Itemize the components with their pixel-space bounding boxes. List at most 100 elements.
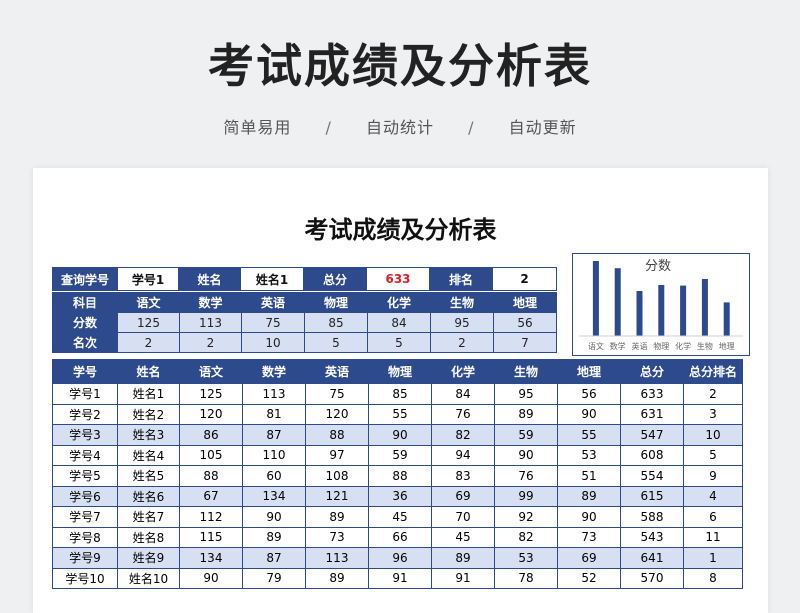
table-cell[interactable]: 53 [494,547,558,569]
table-cell[interactable]: 95 [494,383,558,405]
table-cell[interactable]: 学号4 [52,444,118,466]
table-cell[interactable]: 姓名1 [117,383,180,405]
table-cell[interactable]: 588 [620,506,684,528]
query-id-input[interactable]: 学号1 [117,267,179,291]
table-cell[interactable]: 76 [494,465,558,487]
table-cell[interactable]: 51 [557,465,621,487]
table-cell[interactable]: 学号9 [52,547,118,569]
table-cell[interactable]: 学号2 [52,403,118,425]
table-cell[interactable]: 5 [683,444,743,466]
table-cell[interactable]: 姓名9 [117,547,180,569]
table-cell[interactable]: 学号3 [52,424,118,446]
table-cell[interactable]: 11 [683,526,743,548]
table-cell[interactable]: 88 [368,465,432,487]
table-cell[interactable]: 79 [242,567,306,589]
table-cell[interactable]: 89 [242,526,306,548]
table-cell[interactable]: 120 [179,403,243,425]
table-cell[interactable]: 姓名7 [117,506,180,528]
table-cell[interactable]: 88 [305,424,369,446]
table-cell[interactable]: 82 [431,424,495,446]
table-cell[interactable]: 608 [620,444,684,466]
table-cell[interactable]: 56 [557,383,621,405]
table-cell[interactable]: 59 [494,424,558,446]
table-cell[interactable]: 4 [683,485,743,507]
table-cell[interactable]: 姓名2 [117,403,180,425]
table-cell[interactable]: 姓名4 [117,444,180,466]
table-cell[interactable]: 60 [242,465,306,487]
table-cell[interactable]: 96 [368,547,432,569]
table-cell[interactable]: 89 [305,567,369,589]
table-cell[interactable]: 90 [179,567,243,589]
table-cell[interactable]: 59 [368,444,432,466]
table-cell[interactable]: 90 [557,506,621,528]
table-cell[interactable]: 学号8 [52,526,118,548]
table-cell[interactable]: 89 [494,403,558,425]
table-cell[interactable]: 554 [620,465,684,487]
table-cell[interactable]: 姓名5 [117,465,180,487]
table-cell[interactable]: 67 [179,485,243,507]
table-cell[interactable]: 姓名8 [117,526,180,548]
table-cell[interactable]: 83 [431,465,495,487]
table-cell[interactable]: 76 [431,403,495,425]
table-cell[interactable]: 53 [557,444,621,466]
table-cell[interactable]: 99 [494,485,558,507]
table-cell[interactable]: 85 [368,383,432,405]
table-cell[interactable]: 641 [620,547,684,569]
table-cell[interactable]: 570 [620,567,684,589]
table-cell[interactable]: 88 [179,465,243,487]
table-cell[interactable]: 73 [305,526,369,548]
table-cell[interactable]: 10 [683,424,743,446]
table-cell[interactable]: 86 [179,424,243,446]
table-cell[interactable]: 姓名6 [117,485,180,507]
table-cell[interactable]: 87 [242,547,306,569]
table-cell[interactable]: 547 [620,424,684,446]
table-cell[interactable]: 52 [557,567,621,589]
table-cell[interactable]: 学号7 [52,506,118,528]
table-cell[interactable]: 92 [494,506,558,528]
table-cell[interactable]: 学号10 [52,567,118,589]
table-cell[interactable]: 1 [683,547,743,569]
table-cell[interactable]: 113 [242,383,306,405]
table-cell[interactable]: 90 [557,403,621,425]
table-cell[interactable]: 70 [431,506,495,528]
table-cell[interactable]: 97 [305,444,369,466]
table-cell[interactable]: 125 [179,383,243,405]
table-cell[interactable]: 55 [557,424,621,446]
table-cell[interactable]: 6 [683,506,743,528]
table-cell[interactable]: 94 [431,444,495,466]
table-cell[interactable]: 66 [368,526,432,548]
table-cell[interactable]: 82 [494,526,558,548]
table-cell[interactable]: 105 [179,444,243,466]
table-cell[interactable]: 2 [683,383,743,405]
table-cell[interactable]: 学号5 [52,465,118,487]
table-cell[interactable]: 543 [620,526,684,548]
table-cell[interactable]: 134 [242,485,306,507]
table-cell[interactable]: 8 [683,567,743,589]
table-cell[interactable]: 75 [305,383,369,405]
table-cell[interactable]: 69 [557,547,621,569]
table-cell[interactable]: 110 [242,444,306,466]
table-cell[interactable]: 91 [431,567,495,589]
table-cell[interactable]: 112 [179,506,243,528]
table-cell[interactable]: 姓名10 [117,567,180,589]
table-cell[interactable]: 89 [305,506,369,528]
table-cell[interactable]: 45 [431,526,495,548]
table-cell[interactable]: 78 [494,567,558,589]
table-cell[interactable]: 91 [368,567,432,589]
table-cell[interactable]: 89 [557,485,621,507]
table-cell[interactable]: 学号6 [52,485,118,507]
table-cell[interactable]: 9 [683,465,743,487]
table-cell[interactable]: 学号1 [52,383,118,405]
table-cell[interactable]: 108 [305,465,369,487]
table-cell[interactable]: 73 [557,526,621,548]
table-cell[interactable]: 615 [620,485,684,507]
table-cell[interactable]: 45 [368,506,432,528]
table-cell[interactable]: 90 [242,506,306,528]
table-cell[interactable]: 121 [305,485,369,507]
table-cell[interactable]: 90 [368,424,432,446]
table-cell[interactable]: 115 [179,526,243,548]
table-cell[interactable]: 81 [242,403,306,425]
table-cell[interactable]: 113 [305,547,369,569]
table-cell[interactable]: 36 [368,485,432,507]
table-cell[interactable]: 134 [179,547,243,569]
